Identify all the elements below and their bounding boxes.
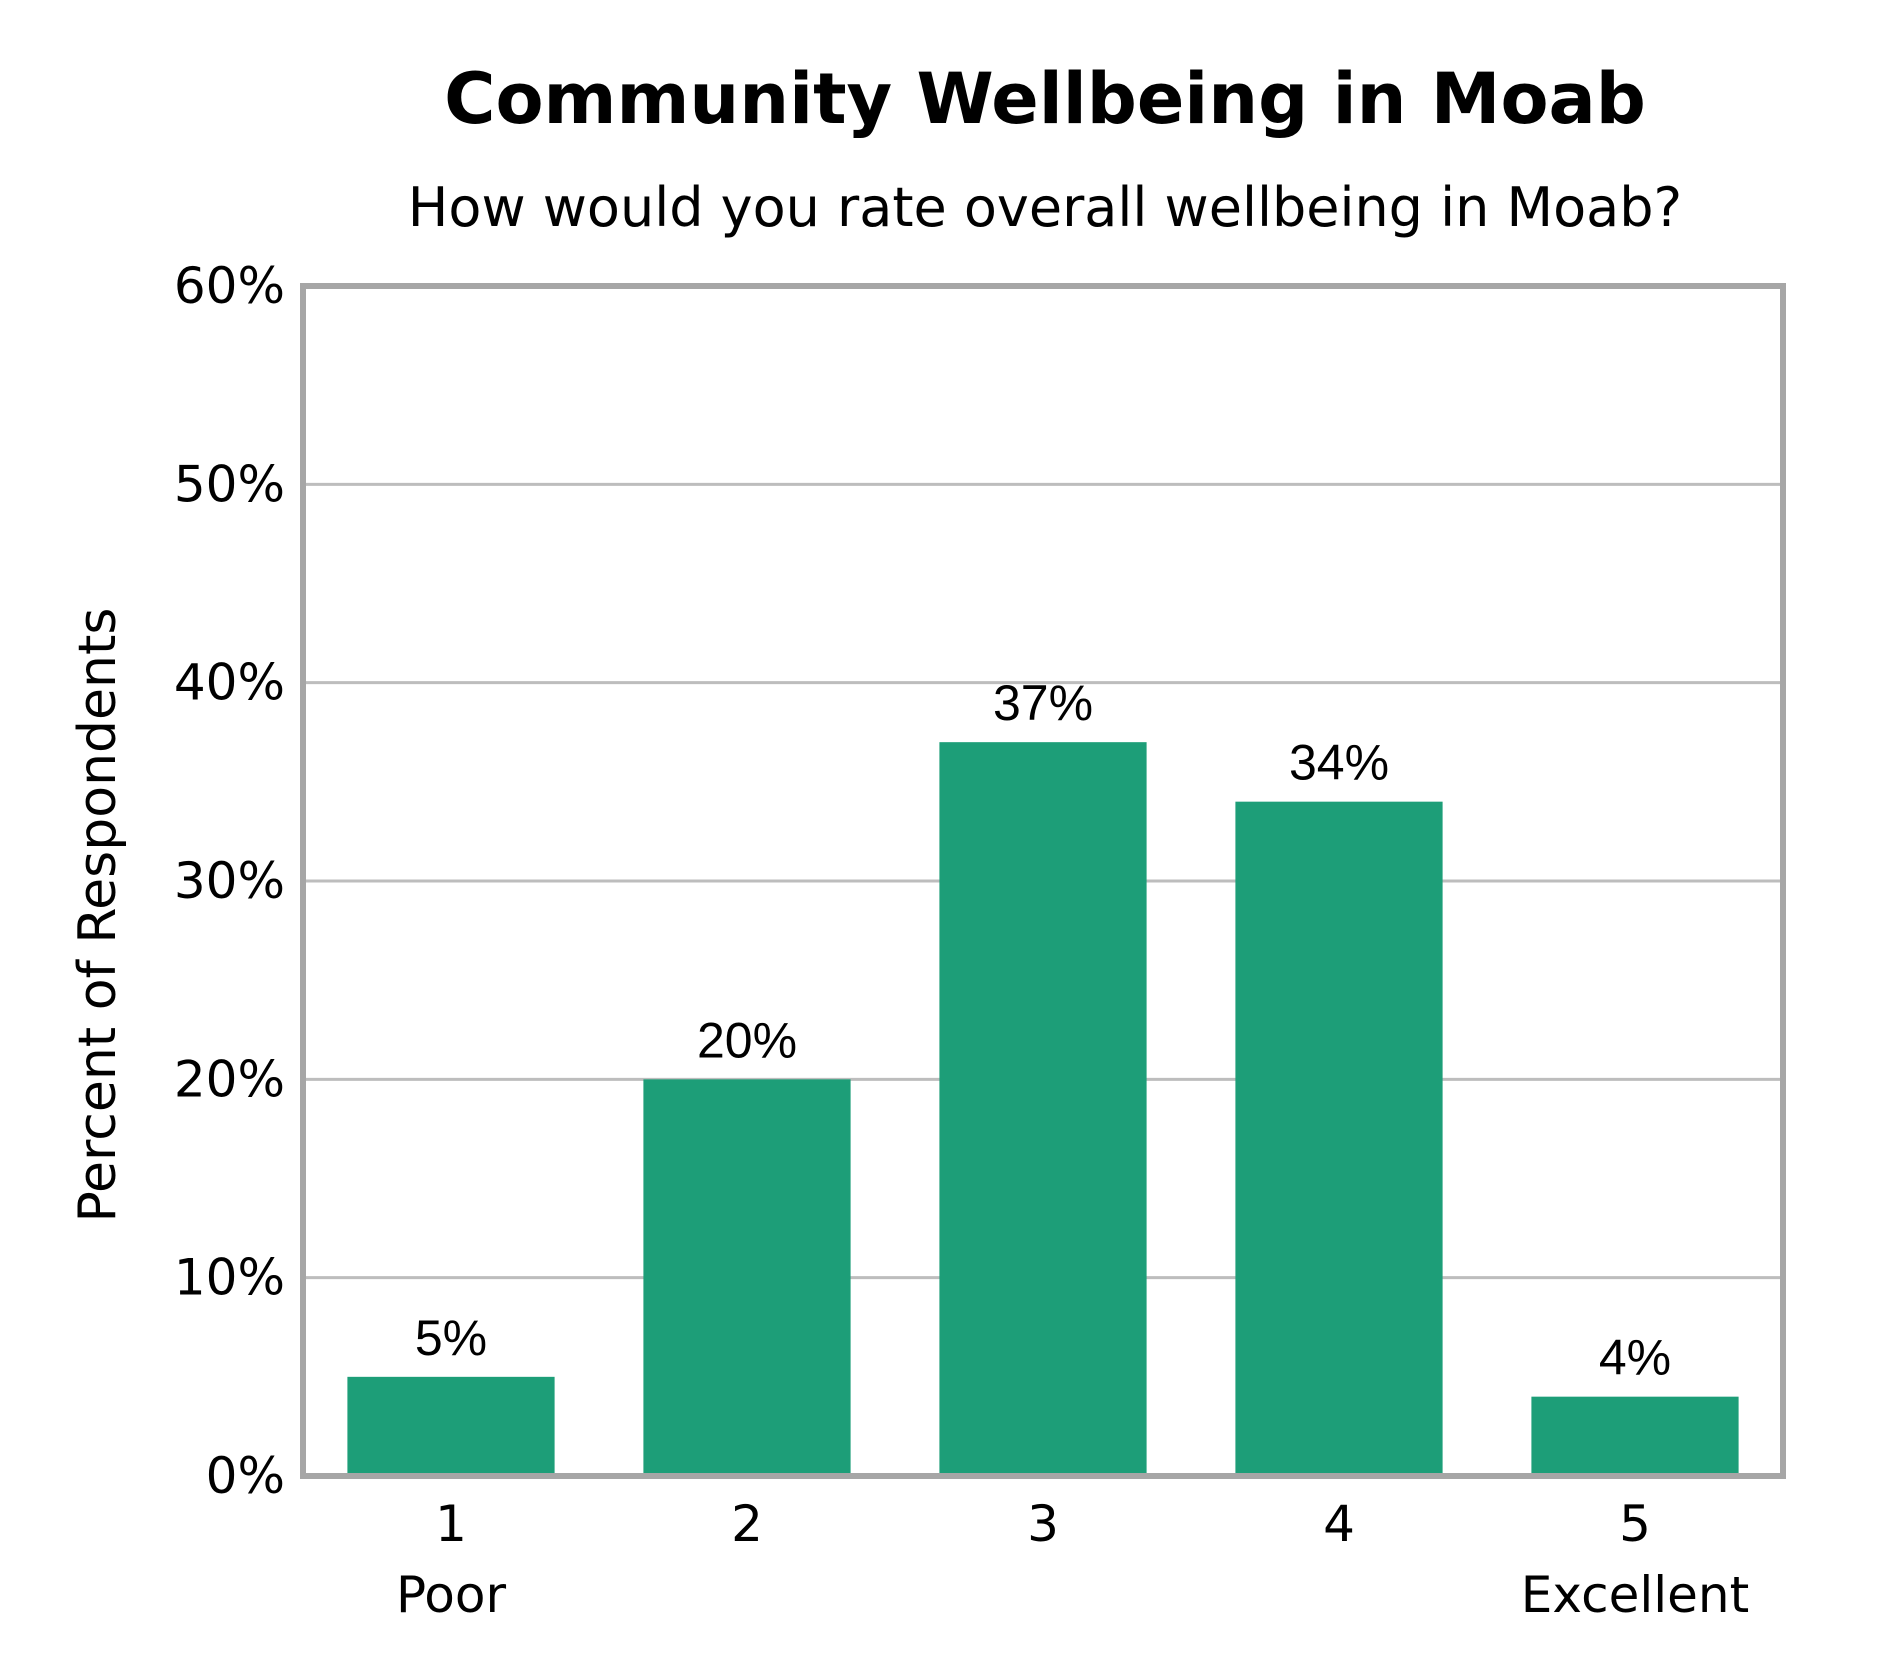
y-tick-label: 10% <box>174 1249 285 1307</box>
bar <box>1235 801 1443 1476</box>
data-label: 34% <box>1289 735 1389 791</box>
y-tick-label: 0% <box>206 1447 285 1505</box>
x-tick-label: 4 <box>1323 1495 1355 1553</box>
x-tick-label: 1 <box>435 1495 467 1553</box>
bar <box>643 1079 851 1476</box>
x-tick-label: 3 <box>1027 1495 1059 1553</box>
y-tick-label: 60% <box>174 257 285 315</box>
y-tick-label: 20% <box>174 1050 285 1108</box>
plot-frame <box>300 283 1786 1479</box>
x-axis-ticks: 1 Poor 2 3 4 5 Excellent <box>396 1495 1749 1624</box>
data-label: 20% <box>697 1012 797 1068</box>
bar <box>1531 1396 1739 1476</box>
chart-title: Community Wellbeing in Moab <box>444 58 1646 140</box>
y-tick-label: 30% <box>174 852 285 910</box>
y-tick-label: 50% <box>174 455 285 513</box>
x-tick-sublabel: Excellent <box>1521 1566 1749 1624</box>
x-tick-label: 5 <box>1619 1495 1651 1553</box>
data-labels: 5% 20% 37% 34% 4% <box>415 675 1671 1385</box>
bars <box>347 742 1739 1476</box>
data-label: 4% <box>1599 1330 1671 1386</box>
plot-border <box>300 283 1786 1479</box>
bar <box>347 1376 555 1476</box>
x-tick-sublabel: Poor <box>396 1566 507 1624</box>
y-axis-title: Percent of Respondents <box>68 608 128 1223</box>
y-tick-label: 40% <box>174 654 285 712</box>
x-tick-label: 2 <box>731 1495 763 1553</box>
y-axis-ticks: 0% 10% 20% 30% 40% 50% 60% <box>174 257 285 1505</box>
chart-subtitle: How would you rate overall wellbeing in … <box>408 176 1682 239</box>
data-label: 37% <box>993 675 1093 731</box>
data-label: 5% <box>415 1310 487 1366</box>
bar <box>939 742 1147 1476</box>
